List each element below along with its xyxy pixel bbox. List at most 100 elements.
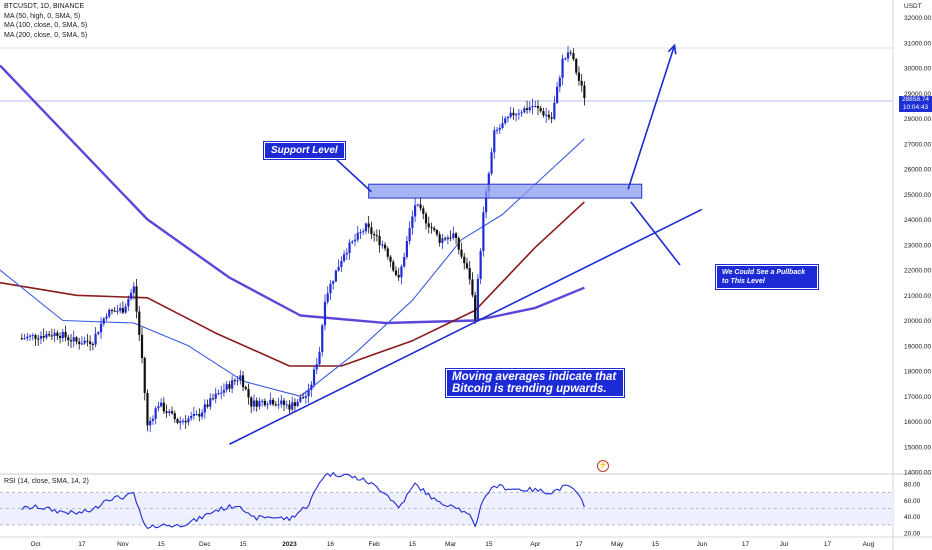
candle-body bbox=[454, 233, 458, 239]
legend-ma200[interactable]: MA (200, close, 0, SMA, 5) bbox=[4, 31, 88, 39]
candle-body bbox=[20, 338, 23, 340]
candle-body bbox=[364, 223, 368, 232]
lightning-icon[interactable]: ⚡ bbox=[597, 460, 609, 472]
candle-body bbox=[441, 238, 444, 243]
legend-ma50[interactable]: MA (50, high, 0, SMA, 5) bbox=[4, 12, 81, 20]
candle-body bbox=[479, 251, 482, 279]
time-tick-label: 17 bbox=[575, 541, 583, 548]
candle-body bbox=[484, 191, 488, 213]
candle-body bbox=[539, 108, 542, 112]
candle-body bbox=[97, 332, 100, 334]
price-axis[interactable]: 32000.00 31000.00 30000.00 29000.00 28000.00… bbox=[904, 15, 931, 537]
candle-body bbox=[39, 335, 43, 339]
candle-body bbox=[64, 331, 67, 338]
time-tick-label: 15 bbox=[409, 541, 417, 548]
candle-body bbox=[531, 106, 534, 108]
candle-body bbox=[315, 364, 318, 370]
price-tick-label: 14000.00 bbox=[904, 470, 931, 477]
rsi-panel bbox=[0, 472, 893, 529]
candle-body bbox=[403, 256, 406, 267]
candle-body bbox=[504, 118, 507, 124]
candle-body bbox=[296, 401, 299, 406]
candle-body bbox=[271, 399, 275, 405]
rsi-tick-label: 60.00 bbox=[904, 498, 921, 505]
candle-body bbox=[129, 292, 133, 299]
time-tick-label: Jun bbox=[697, 541, 708, 548]
legend-symbol[interactable]: BTCUSDT, 1D, BINANCE bbox=[4, 3, 85, 10]
candle-body bbox=[495, 129, 499, 131]
candle-body bbox=[334, 270, 337, 282]
candle-body bbox=[23, 338, 26, 340]
candle-body bbox=[75, 337, 78, 342]
candle-body bbox=[269, 399, 272, 405]
price-tick-label: 28000.00 bbox=[904, 116, 931, 123]
candle-body bbox=[569, 52, 572, 54]
candle-body bbox=[323, 301, 327, 326]
candle-body bbox=[252, 400, 256, 407]
legend-ma100[interactable]: MA (100, close, 0, SMA, 5) bbox=[4, 22, 88, 29]
candle-body bbox=[353, 239, 357, 242]
time-tick-label: 17 bbox=[742, 541, 750, 548]
candle-body bbox=[233, 380, 236, 382]
price-tick-label: 24000.00 bbox=[904, 217, 931, 224]
candle-body bbox=[192, 414, 195, 417]
last-price-tag: 28858.74 10:04:43 bbox=[899, 96, 932, 112]
candle-body bbox=[187, 418, 190, 423]
candle-body bbox=[435, 230, 439, 235]
candle-body bbox=[78, 341, 81, 345]
pullback-callout[interactable]: We Could See a Pullback to This Level bbox=[716, 265, 818, 289]
candle-body bbox=[176, 419, 179, 423]
candle-body bbox=[299, 397, 302, 402]
support-zone bbox=[368, 183, 643, 199]
price-tick-label: 22000.00 bbox=[904, 268, 931, 275]
candle-body bbox=[520, 112, 523, 114]
candle-body bbox=[465, 263, 469, 269]
time-tick-label: 15 bbox=[239, 541, 247, 548]
candle-body bbox=[132, 286, 135, 293]
candle-body bbox=[228, 384, 231, 389]
time-tick-label: Apr bbox=[530, 541, 541, 548]
candle-body bbox=[558, 77, 561, 87]
candle-body bbox=[536, 106, 540, 109]
candle-body bbox=[321, 325, 324, 353]
candle-body bbox=[351, 241, 354, 243]
candle-body bbox=[547, 114, 551, 118]
candle-body bbox=[542, 111, 545, 116]
candle-body bbox=[509, 112, 512, 117]
candle-body bbox=[378, 235, 381, 246]
price-tick-label: 17000.00 bbox=[904, 394, 931, 401]
candle-body bbox=[160, 402, 163, 407]
price-unit: USDT bbox=[904, 3, 922, 10]
candle-body bbox=[135, 286, 138, 312]
candle-body bbox=[45, 334, 48, 338]
candle-body bbox=[342, 254, 346, 262]
candle-body bbox=[80, 343, 84, 345]
price-tick-label: 25000.00 bbox=[904, 192, 931, 199]
candle-body bbox=[490, 152, 493, 174]
price-tick-label: 27000.00 bbox=[904, 141, 931, 148]
candle-body bbox=[310, 384, 313, 390]
pullback-pointer bbox=[630, 201, 681, 266]
candle-body bbox=[381, 244, 384, 246]
candle-body bbox=[69, 340, 73, 342]
time-tick-label: Jul bbox=[780, 541, 789, 548]
candle-body bbox=[452, 233, 455, 238]
support-level-callout[interactable]: Support Level bbox=[264, 142, 345, 159]
candle-body bbox=[244, 387, 247, 389]
moving-average-callout[interactable]: Moving averages indicate that Bitcoin is… bbox=[446, 369, 624, 397]
price-tick-label: 21000.00 bbox=[904, 293, 931, 300]
candle-body bbox=[561, 58, 564, 78]
time-axis[interactable]: Oct 17 Nov 15 Dec 15 2023 16 Feb 15 Mar 15 Apr 17 May 1… bbox=[30, 541, 874, 548]
candle-body bbox=[140, 334, 144, 359]
legend-rsi[interactable]: RSI (14, close, SMA, 14, 2) bbox=[4, 478, 89, 485]
candle-body bbox=[564, 58, 567, 60]
candle-body bbox=[261, 400, 264, 402]
candle-body bbox=[318, 352, 321, 365]
candle-body bbox=[550, 117, 553, 119]
time-tick-label: 16 bbox=[327, 541, 335, 548]
candle-body bbox=[113, 310, 116, 312]
candle-body bbox=[444, 238, 447, 240]
candle-body bbox=[102, 318, 105, 324]
